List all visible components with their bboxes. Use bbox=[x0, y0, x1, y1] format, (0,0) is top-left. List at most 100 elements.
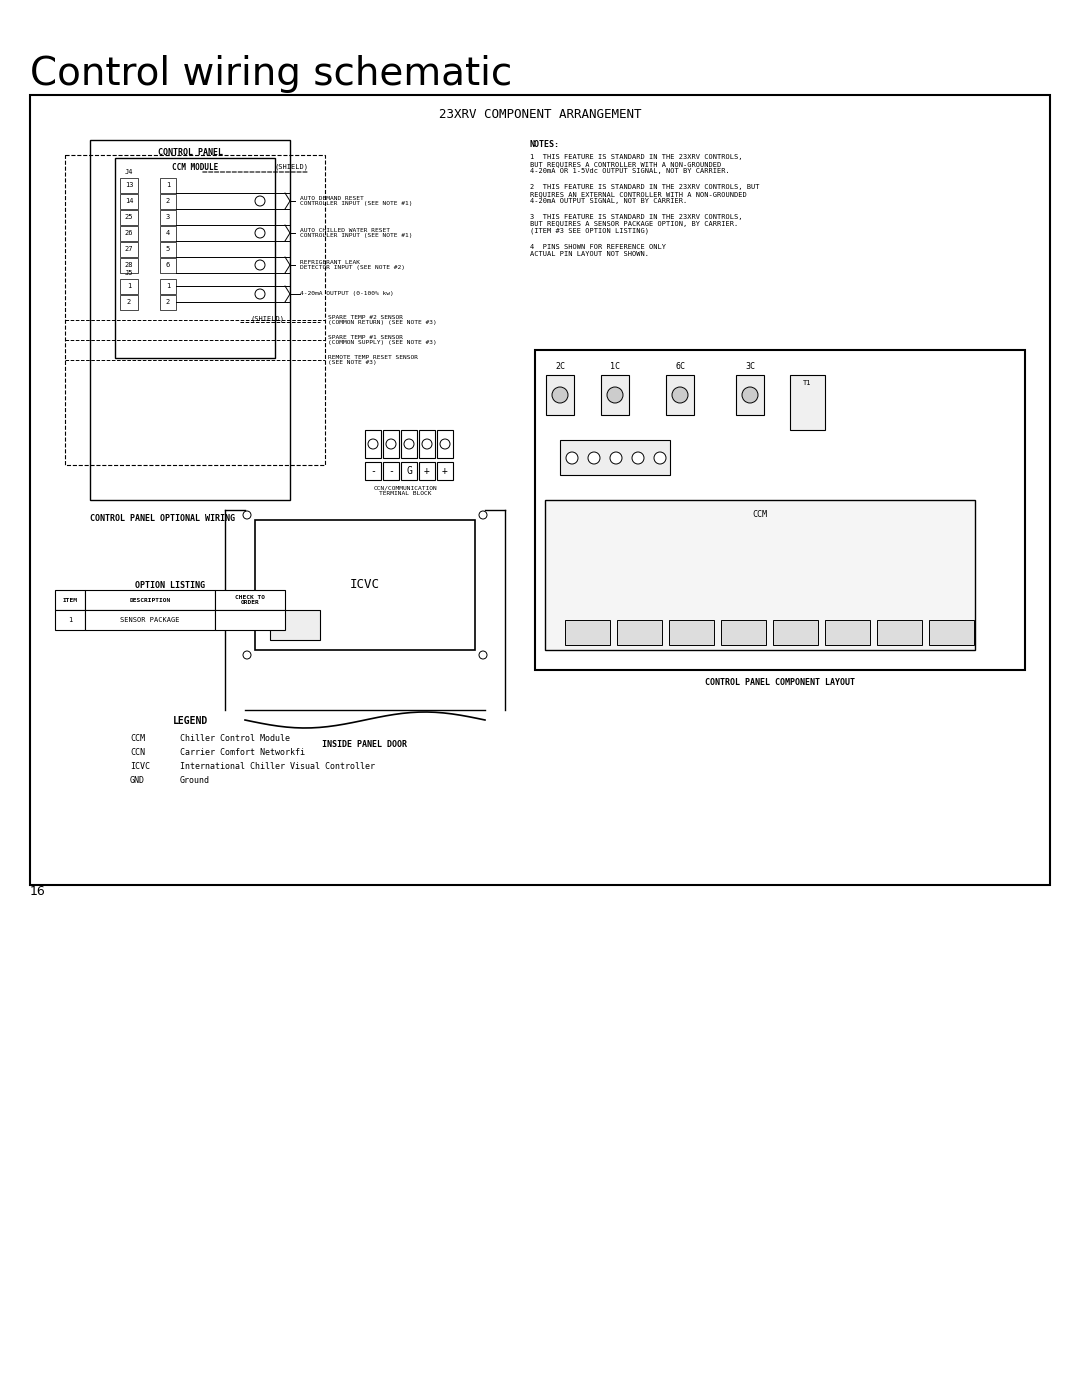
Text: 4  PINS SHOWN FOR REFERENCE ONLY
ACTUAL PIN LAYOUT NOT SHOWN.: 4 PINS SHOWN FOR REFERENCE ONLY ACTUAL P… bbox=[530, 244, 666, 257]
Circle shape bbox=[654, 453, 666, 464]
Bar bbox=[545, 500, 975, 650]
Text: -: - bbox=[370, 467, 376, 476]
Bar bbox=[401, 462, 417, 481]
Text: 28: 28 bbox=[125, 263, 133, 268]
Text: 2  THIS FEATURE IS STANDARD IN THE 23XRV CONTROLS, BUT
REQUIRES AN EXTERNAL CONT: 2 THIS FEATURE IS STANDARD IN THE 23XRV … bbox=[530, 184, 759, 204]
Text: Carrier Comfort Networkfi: Carrier Comfort Networkfi bbox=[180, 747, 305, 757]
Bar bbox=[735, 374, 764, 415]
Circle shape bbox=[632, 453, 644, 464]
Text: CONTROL PANEL COMPONENT LAYOUT: CONTROL PANEL COMPONENT LAYOUT bbox=[705, 678, 855, 687]
Bar bbox=[437, 430, 453, 458]
Bar bbox=[401, 430, 417, 458]
Bar bbox=[120, 295, 138, 310]
Bar bbox=[419, 462, 435, 481]
Bar bbox=[120, 210, 138, 225]
Circle shape bbox=[255, 228, 265, 237]
Text: 26: 26 bbox=[125, 231, 133, 236]
Text: 2: 2 bbox=[166, 198, 171, 204]
Bar bbox=[773, 620, 818, 645]
Text: CCN/COMMUNICATION
TERMINAL BLOCK: CCN/COMMUNICATION TERMINAL BLOCK bbox=[373, 485, 437, 496]
Text: 1: 1 bbox=[68, 617, 72, 623]
Bar bbox=[114, 158, 275, 358]
Bar bbox=[666, 374, 694, 415]
Circle shape bbox=[404, 439, 414, 448]
Text: 25: 25 bbox=[125, 214, 133, 219]
Text: Chiller Control Module: Chiller Control Module bbox=[180, 733, 291, 743]
Text: 2: 2 bbox=[166, 299, 171, 305]
Text: 6: 6 bbox=[166, 263, 171, 268]
Text: (SHIELD): (SHIELD) bbox=[275, 163, 309, 170]
Circle shape bbox=[566, 453, 578, 464]
Text: 14: 14 bbox=[125, 198, 133, 204]
Text: 1  THIS FEATURE IS STANDARD IN THE 23XRV CONTROLS,
BUT REQUIRES A CONTROLLER WIT: 1 THIS FEATURE IS STANDARD IN THE 23XRV … bbox=[530, 154, 743, 175]
Text: AUTO DEMAND RESET
CONTROLLER INPUT (SEE NOTE #1): AUTO DEMAND RESET CONTROLLER INPUT (SEE … bbox=[300, 196, 413, 207]
Text: CCM: CCM bbox=[753, 510, 768, 520]
Text: 3: 3 bbox=[166, 214, 171, 219]
Bar bbox=[669, 620, 714, 645]
Bar bbox=[160, 242, 176, 257]
Text: 1: 1 bbox=[166, 284, 171, 289]
Bar bbox=[30, 95, 1050, 886]
Text: DESCRIPTION: DESCRIPTION bbox=[130, 598, 171, 602]
Text: -: - bbox=[388, 467, 394, 476]
Bar bbox=[546, 374, 573, 415]
Text: LEGEND: LEGEND bbox=[173, 717, 207, 726]
Text: 13: 13 bbox=[125, 182, 133, 189]
Circle shape bbox=[552, 387, 568, 402]
Bar bbox=[600, 374, 629, 415]
Text: Ground: Ground bbox=[180, 775, 210, 785]
Bar bbox=[825, 620, 870, 645]
Bar bbox=[215, 610, 285, 630]
Text: SENSOR PACKAGE: SENSOR PACKAGE bbox=[120, 617, 179, 623]
Circle shape bbox=[368, 439, 378, 448]
Bar bbox=[120, 258, 138, 272]
Circle shape bbox=[243, 651, 251, 659]
Text: J4: J4 bbox=[125, 169, 133, 175]
Text: G: G bbox=[406, 467, 411, 476]
Bar bbox=[120, 279, 138, 293]
Bar bbox=[120, 242, 138, 257]
Text: +: + bbox=[442, 467, 448, 476]
Text: 1: 1 bbox=[166, 182, 171, 189]
Bar bbox=[55, 610, 85, 630]
Text: 16: 16 bbox=[30, 886, 45, 898]
Bar bbox=[160, 194, 176, 210]
Text: +: + bbox=[424, 467, 430, 476]
Bar bbox=[877, 620, 922, 645]
Text: 2C: 2C bbox=[555, 362, 565, 372]
Bar bbox=[365, 462, 381, 481]
Circle shape bbox=[422, 439, 432, 448]
Bar bbox=[160, 177, 176, 193]
Bar bbox=[437, 462, 453, 481]
Bar bbox=[120, 194, 138, 210]
Text: CCM MODULE: CCM MODULE bbox=[172, 163, 218, 172]
Bar bbox=[365, 430, 381, 458]
Circle shape bbox=[610, 453, 622, 464]
Bar bbox=[85, 590, 215, 610]
Text: ICVC: ICVC bbox=[130, 761, 150, 771]
Circle shape bbox=[480, 511, 487, 520]
Text: REMOTE TEMP RESET SENSOR
(SEE NOTE #3): REMOTE TEMP RESET SENSOR (SEE NOTE #3) bbox=[328, 355, 418, 366]
Bar bbox=[85, 610, 215, 630]
Text: 23XRV COMPONENT ARRANGEMENT: 23XRV COMPONENT ARRANGEMENT bbox=[438, 108, 642, 122]
Bar bbox=[383, 430, 399, 458]
Text: GND: GND bbox=[130, 775, 145, 785]
Text: AUTO CHILLED WATER RESET
CONTROLLER INPUT (SEE NOTE #1): AUTO CHILLED WATER RESET CONTROLLER INPU… bbox=[300, 228, 413, 239]
Text: SPARE TEMP #1 SENSOR
(COMMON SUPPLY) (SEE NOTE #3): SPARE TEMP #1 SENSOR (COMMON SUPPLY) (SE… bbox=[328, 335, 436, 345]
Text: 1C: 1C bbox=[610, 362, 620, 372]
Text: International Chiller Visual Controller: International Chiller Visual Controller bbox=[180, 761, 375, 771]
Circle shape bbox=[742, 387, 758, 402]
Circle shape bbox=[255, 260, 265, 270]
Text: INSIDE PANEL DOOR: INSIDE PANEL DOOR bbox=[323, 740, 407, 749]
Text: CHECK TO
ORDER: CHECK TO ORDER bbox=[235, 595, 265, 605]
Circle shape bbox=[440, 439, 450, 448]
Bar bbox=[929, 620, 974, 645]
Text: SPARE TEMP #2 SENSOR
(COMMON RETURN) (SEE NOTE #3): SPARE TEMP #2 SENSOR (COMMON RETURN) (SE… bbox=[328, 314, 436, 326]
Circle shape bbox=[480, 651, 487, 659]
Text: 1: 1 bbox=[126, 284, 131, 289]
Circle shape bbox=[255, 289, 265, 299]
Text: REFRIGERANT LEAK
DETECTOR INPUT (SEE NOTE #2): REFRIGERANT LEAK DETECTOR INPUT (SEE NOT… bbox=[300, 260, 405, 271]
Circle shape bbox=[243, 511, 251, 520]
Text: 27: 27 bbox=[125, 246, 133, 251]
Bar bbox=[160, 210, 176, 225]
